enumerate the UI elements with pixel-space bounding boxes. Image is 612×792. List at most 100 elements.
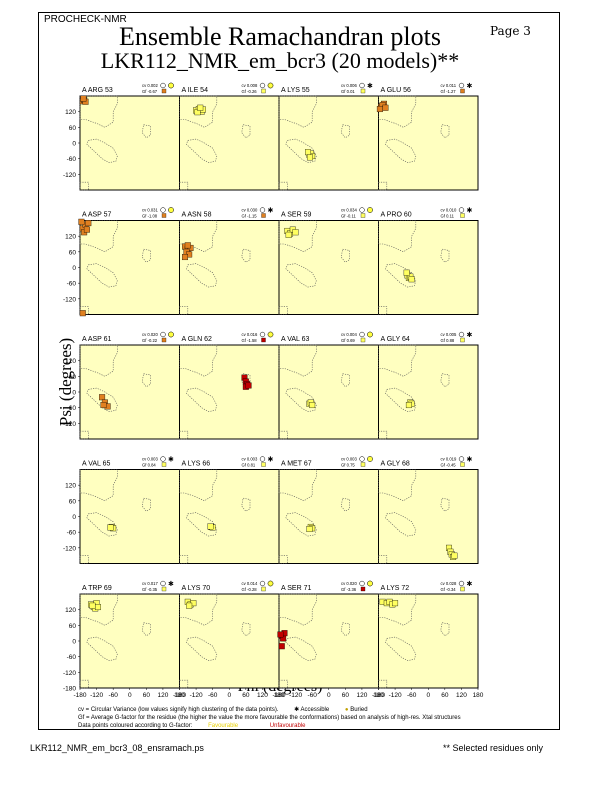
allowed-region bbox=[285, 138, 317, 163]
cv-value: cv 0.031 bbox=[142, 208, 159, 213]
cv-value: cv 0.003 bbox=[341, 457, 358, 462]
residue-label: A LYS 55 bbox=[281, 87, 310, 94]
gf-value: Gf -1.15 bbox=[242, 214, 258, 219]
y-tick-label: -60 bbox=[67, 405, 77, 412]
data-point bbox=[85, 220, 92, 227]
data-point bbox=[309, 402, 316, 409]
page-number: Page 3 bbox=[490, 24, 531, 38]
allowed-region bbox=[179, 220, 218, 253]
y-tick-label: 60 bbox=[69, 374, 77, 381]
accessible-icon: ✱ bbox=[467, 82, 473, 90]
cv-value: cv 0.017 bbox=[142, 581, 159, 586]
cv-legend: cv = Circular Variance (low values signi… bbox=[78, 706, 368, 713]
gf-value: Gf 0.88 bbox=[441, 338, 455, 343]
residue-label: A LYS 66 bbox=[182, 461, 211, 468]
panel-bg bbox=[278, 95, 379, 191]
gf-value: Gf 0.01 bbox=[341, 89, 355, 94]
allowed-region bbox=[285, 387, 317, 412]
allowed-region bbox=[186, 636, 218, 661]
clock-icon bbox=[458, 82, 465, 89]
allowed-region bbox=[179, 430, 189, 440]
residue-label: A GLN 62 bbox=[182, 336, 212, 343]
clock-icon bbox=[359, 580, 365, 587]
allowed-region bbox=[385, 387, 417, 412]
residue-label: A ASP 61 bbox=[82, 336, 112, 343]
cv-value: cv 0.002 bbox=[142, 83, 159, 88]
gf-colour-swatch bbox=[360, 213, 366, 218]
gf-colour-swatch bbox=[460, 586, 465, 592]
gf-colour-swatch bbox=[161, 462, 167, 467]
allowed-region bbox=[241, 622, 251, 637]
colour-text: Data points coloured according to G-fact… bbox=[78, 723, 193, 729]
accessible-icon: ✱ bbox=[168, 580, 174, 588]
allowed-region bbox=[278, 593, 317, 626]
allowed-region bbox=[385, 138, 417, 163]
data-point bbox=[408, 276, 415, 283]
data-point bbox=[182, 254, 189, 261]
allowed-region bbox=[378, 344, 417, 377]
clock-icon bbox=[259, 82, 266, 89]
y-tick-label: 0 bbox=[72, 639, 76, 646]
data-point bbox=[100, 402, 107, 409]
y-tick-label: 120 bbox=[65, 358, 76, 365]
allowed-region bbox=[378, 679, 388, 689]
allowed-region bbox=[340, 622, 350, 637]
allowed-region bbox=[378, 181, 388, 191]
data-point bbox=[392, 600, 399, 607]
data-point bbox=[306, 526, 313, 533]
buried-icon bbox=[367, 580, 373, 587]
x-tick-label: -120 bbox=[190, 692, 203, 699]
panel-bg bbox=[79, 95, 180, 191]
data-point bbox=[83, 226, 90, 233]
panel-bg bbox=[278, 593, 379, 689]
x-tick-label: 120 bbox=[356, 692, 367, 699]
cv-value: cv 0.014 bbox=[242, 581, 259, 586]
allowed-region bbox=[141, 124, 151, 139]
gf-value: Gf -0.11 bbox=[341, 214, 356, 219]
panel-bg bbox=[179, 344, 280, 440]
gf-colour-swatch bbox=[161, 337, 167, 343]
allowed-region bbox=[241, 248, 251, 263]
allowed-region bbox=[278, 344, 317, 377]
accessible-icon: ✱ bbox=[467, 331, 473, 339]
clock-icon bbox=[359, 82, 365, 89]
clock-icon bbox=[359, 456, 365, 462]
clock-icon bbox=[458, 207, 465, 213]
gf-colour-swatch bbox=[261, 337, 266, 343]
gf-colour-swatch bbox=[261, 88, 266, 94]
allowed-region bbox=[186, 387, 218, 412]
accessible-icon: ✱ bbox=[467, 580, 473, 588]
x-tick-label: -180 bbox=[372, 692, 385, 699]
allowed-region bbox=[79, 555, 89, 564]
gf-colour-swatch bbox=[261, 586, 266, 592]
x-tick-label: 60 bbox=[242, 692, 250, 699]
data-point bbox=[305, 149, 311, 156]
x-tick-label: 60 bbox=[342, 692, 350, 699]
data-point bbox=[107, 524, 114, 531]
data-point bbox=[451, 552, 458, 559]
gf-colour-swatch bbox=[460, 337, 465, 343]
allowed-region bbox=[440, 373, 450, 388]
allowed-region bbox=[378, 220, 417, 253]
y-tick-label: -60 bbox=[67, 530, 77, 537]
data-point bbox=[197, 104, 204, 111]
x-tick-label: 0 bbox=[426, 692, 430, 699]
y-tick-label: 0 bbox=[72, 141, 76, 148]
accessible-icon: ✱ bbox=[294, 707, 300, 713]
x-tick-label: 60 bbox=[441, 692, 449, 699]
buried-icon bbox=[168, 331, 174, 338]
x-tick-label: 180 bbox=[174, 692, 185, 699]
x-tick-label: 0 bbox=[128, 692, 132, 699]
allowed-region bbox=[186, 512, 218, 537]
allowed-region bbox=[285, 636, 317, 661]
data-point bbox=[184, 242, 191, 249]
gf-legend: Gf = Average G-factor for the residue (t… bbox=[78, 715, 461, 721]
